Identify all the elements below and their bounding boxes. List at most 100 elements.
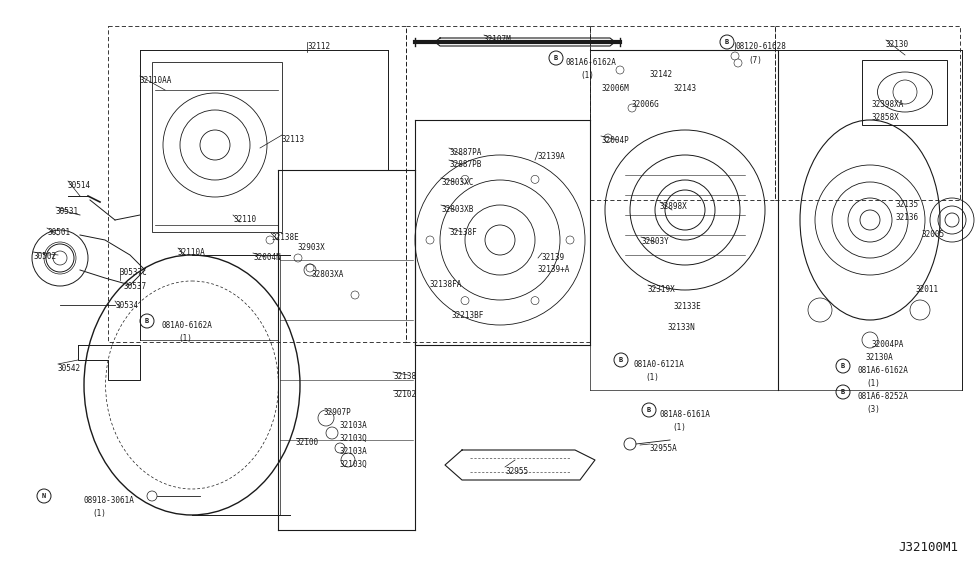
- Circle shape: [604, 134, 612, 142]
- Text: 32139+A: 32139+A: [538, 265, 570, 274]
- Circle shape: [426, 236, 434, 244]
- Text: 30537: 30537: [124, 282, 147, 291]
- Text: 30502: 30502: [33, 252, 57, 261]
- Text: B: B: [554, 55, 558, 61]
- Text: 32136: 32136: [895, 213, 918, 222]
- Text: 32103A: 32103A: [339, 421, 367, 430]
- Text: N: N: [42, 493, 46, 499]
- Text: 32858X: 32858X: [872, 113, 900, 122]
- Text: 081A6-8252A: 081A6-8252A: [858, 392, 909, 401]
- Text: 32005: 32005: [922, 230, 945, 239]
- Circle shape: [294, 254, 302, 262]
- Text: 32398XA: 32398XA: [872, 100, 905, 109]
- Text: 32803XA: 32803XA: [312, 270, 344, 279]
- Circle shape: [266, 236, 274, 244]
- Text: B: B: [840, 389, 845, 395]
- Text: (1): (1): [866, 379, 879, 388]
- Text: 081A0-6162A: 081A0-6162A: [162, 321, 213, 330]
- Text: (1): (1): [92, 509, 106, 518]
- Text: 30534: 30534: [115, 301, 138, 310]
- Text: 32903X: 32903X: [297, 243, 325, 252]
- Text: 081A6-6162A: 081A6-6162A: [566, 58, 617, 67]
- Text: 30531: 30531: [56, 207, 79, 216]
- Circle shape: [734, 59, 742, 67]
- Text: 32139: 32139: [542, 253, 565, 262]
- Text: 32103Q: 32103Q: [339, 460, 367, 469]
- Text: (3): (3): [866, 405, 879, 414]
- Circle shape: [665, 190, 705, 230]
- Text: 32138E: 32138E: [271, 233, 298, 242]
- Text: 32004P: 32004P: [601, 136, 629, 145]
- Text: (1): (1): [580, 71, 594, 80]
- Text: 32107M: 32107M: [484, 35, 512, 44]
- Text: 32887PB: 32887PB: [449, 160, 482, 169]
- Text: (7): (7): [748, 56, 761, 65]
- Text: 30542: 30542: [58, 364, 81, 373]
- Text: 081A0-6121A: 081A0-6121A: [633, 360, 683, 369]
- Text: B: B: [646, 407, 651, 413]
- Text: 32133E: 32133E: [673, 302, 701, 311]
- Text: 30537C: 30537C: [120, 268, 148, 277]
- Text: 32004PA: 32004PA: [872, 340, 905, 349]
- Text: B: B: [840, 363, 845, 369]
- Text: 32103Q: 32103Q: [339, 434, 367, 443]
- Text: 30514: 30514: [68, 181, 91, 190]
- Circle shape: [335, 443, 345, 453]
- Text: B: B: [619, 357, 623, 363]
- Text: 32887PA: 32887PA: [449, 148, 482, 157]
- Text: (1): (1): [672, 423, 685, 432]
- Text: 32138FA: 32138FA: [430, 280, 462, 289]
- Text: 32110AA: 32110AA: [140, 76, 173, 85]
- Text: B: B: [724, 39, 729, 45]
- Text: 32100: 32100: [296, 438, 319, 447]
- Circle shape: [326, 427, 338, 439]
- Circle shape: [461, 297, 469, 305]
- Text: 32955: 32955: [505, 467, 528, 476]
- Text: 32955A: 32955A: [650, 444, 678, 453]
- Text: 32142: 32142: [649, 70, 672, 79]
- Circle shape: [531, 175, 539, 183]
- Text: 30501: 30501: [47, 228, 70, 237]
- Circle shape: [341, 453, 355, 467]
- Text: 32143: 32143: [674, 84, 697, 93]
- Text: 32133N: 32133N: [668, 323, 696, 332]
- Text: 32011: 32011: [916, 285, 939, 294]
- Text: 08918-3061A: 08918-3061A: [84, 496, 135, 505]
- Circle shape: [32, 230, 88, 286]
- Text: 32907P: 32907P: [324, 408, 352, 417]
- Circle shape: [318, 410, 334, 426]
- Text: 32803XC: 32803XC: [441, 178, 474, 187]
- Text: 32803Y: 32803Y: [641, 237, 669, 246]
- Circle shape: [44, 242, 76, 274]
- Text: 32319X: 32319X: [648, 285, 676, 294]
- Circle shape: [351, 291, 359, 299]
- Circle shape: [616, 66, 624, 74]
- Circle shape: [566, 236, 574, 244]
- Text: 32110A: 32110A: [178, 248, 206, 257]
- Text: 32112: 32112: [307, 42, 331, 51]
- Text: B: B: [145, 318, 149, 324]
- Bar: [862, 60, 947, 125]
- Text: 32006G: 32006G: [631, 100, 659, 109]
- Text: 32898X: 32898X: [660, 202, 687, 211]
- Text: 32102: 32102: [393, 390, 416, 399]
- Circle shape: [628, 104, 636, 112]
- Circle shape: [46, 244, 74, 272]
- Circle shape: [461, 175, 469, 183]
- Text: 32138F: 32138F: [449, 228, 477, 237]
- Text: 32006M: 32006M: [601, 84, 629, 93]
- Text: 32113: 32113: [282, 135, 305, 144]
- Circle shape: [531, 297, 539, 305]
- Text: 08120-61628: 08120-61628: [735, 42, 786, 51]
- Circle shape: [53, 251, 67, 265]
- Text: 32103A: 32103A: [339, 447, 367, 456]
- Text: 32130A: 32130A: [866, 353, 894, 362]
- Text: 32110: 32110: [233, 215, 256, 224]
- Bar: [152, 62, 282, 232]
- Circle shape: [731, 52, 739, 60]
- Text: 32004N: 32004N: [253, 253, 281, 262]
- Text: 32138: 32138: [393, 372, 416, 381]
- Text: (1): (1): [645, 373, 659, 382]
- Text: (1): (1): [178, 334, 192, 343]
- Text: J32100M1: J32100M1: [898, 541, 958, 554]
